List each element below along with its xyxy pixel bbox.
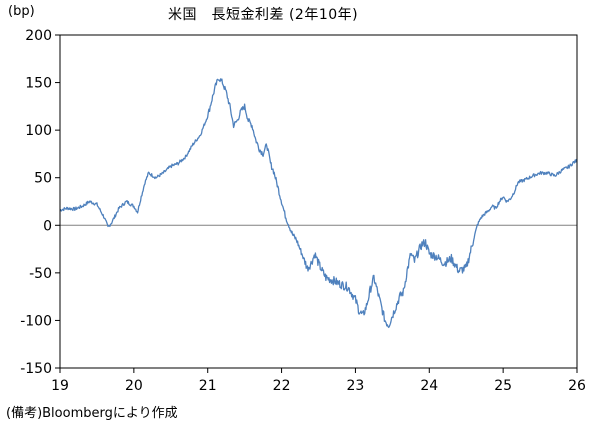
- source-note: (備考)Bloombergにより作成: [6, 406, 178, 421]
- y-axis: 200 150 100 50 0 -50 -100 -150: [20, 28, 60, 377]
- x-axis: 19 20 21 22 23 24 25 26: [51, 368, 586, 394]
- x-tick-label: 25: [494, 378, 512, 394]
- y-tick-label: 200: [25, 28, 52, 44]
- y-tick-label: -50: [29, 266, 52, 282]
- x-tick-label: 19: [51, 378, 69, 394]
- chart-title: 米国 長短金利差 (2年10年): [168, 7, 359, 23]
- x-tick-label: 20: [125, 378, 143, 394]
- x-tick-label: 26: [568, 378, 586, 394]
- y-tick-label: 50: [34, 171, 52, 187]
- y-tick-label: -100: [20, 313, 52, 329]
- x-tick-label: 22: [273, 378, 291, 394]
- y-tick-label: 150: [25, 76, 52, 92]
- plot-area-frame: [59, 34, 578, 369]
- y-tick-label: 0: [43, 218, 52, 234]
- y-unit-label: (bp): [8, 4, 35, 19]
- y-tick-label: 100: [25, 123, 52, 139]
- x-tick-label: 21: [199, 378, 217, 394]
- x-tick-label: 23: [347, 378, 365, 394]
- series-line: [59, 78, 578, 329]
- x-tick-label: 24: [420, 378, 438, 394]
- y-tick-label: -150: [20, 361, 52, 377]
